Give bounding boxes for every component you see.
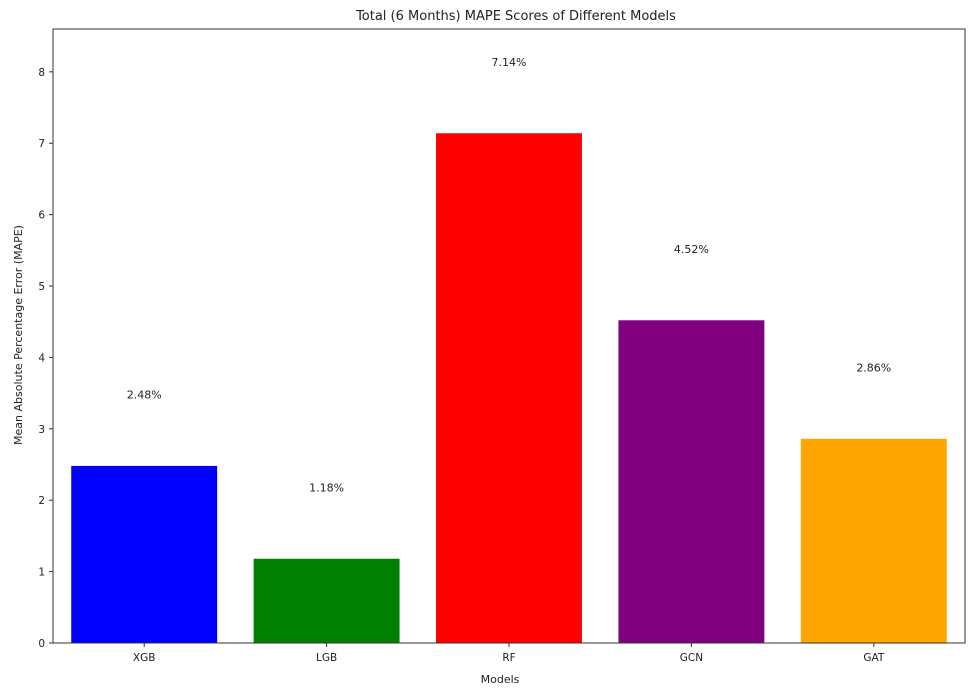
x-tick-label-rf: RF <box>502 652 515 664</box>
y-tick-label-1: 1 <box>38 567 45 579</box>
data-label-rf: 7.14% <box>492 56 527 69</box>
data-label-gcn: 4.52% <box>674 243 709 256</box>
bar-lgb <box>253 558 400 643</box>
bar-gcn <box>618 320 765 643</box>
y-tick-label-0: 0 <box>38 638 45 650</box>
y-tick-label-6: 6 <box>38 210 45 222</box>
y-axis-label: Mean Absolute Percentage Error (MAPE) <box>12 225 25 445</box>
y-tick-label-4: 4 <box>38 352 45 364</box>
y-tick-label-7: 7 <box>38 138 45 150</box>
x-tick-label-gat: GAT <box>863 652 885 664</box>
x-tick-label-gcn: GCN <box>680 652 703 664</box>
data-label-gat: 2.86% <box>856 361 891 374</box>
x-axis-label: Models <box>481 673 520 686</box>
bar-xgb <box>71 465 218 643</box>
y-tick-label-5: 5 <box>38 281 45 293</box>
x-tick-label-lgb: LGB <box>316 652 337 664</box>
chart-title: Total (6 Months) MAPE Scores of Differen… <box>355 9 676 24</box>
data-label-xgb: 2.48% <box>127 389 162 402</box>
y-tick-label-3: 3 <box>38 424 45 436</box>
bar-rf <box>436 133 582 643</box>
data-label-lgb: 1.18% <box>309 481 344 494</box>
y-tick-label-8: 8 <box>38 67 45 79</box>
bar-gat <box>800 438 947 643</box>
plot-area: 2.48% XGB 1.18% LGB 7.14% RF 4.52% GCN 2.86% GAT 0… <box>38 28 966 664</box>
y-tick-label-2: 2 <box>38 495 45 507</box>
plot-frame <box>52 28 966 644</box>
x-tick-label-xgb: XGB <box>133 652 156 664</box>
